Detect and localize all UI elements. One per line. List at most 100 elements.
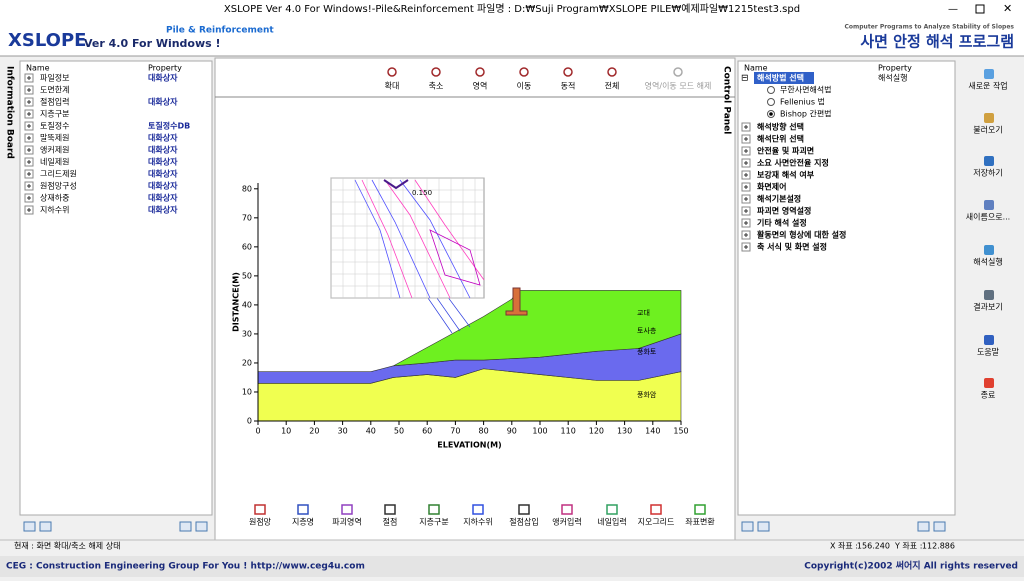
tree-expander[interactable]: ⊟: [741, 74, 749, 84]
tool-label[interactable]: 절점삽입: [509, 517, 538, 527]
tool-icon[interactable]: [650, 504, 662, 515]
side-icon[interactable]: [984, 378, 994, 388]
tool-icon[interactable]: [431, 67, 441, 77]
tree-name[interactable]: 토질정수: [40, 121, 69, 131]
panel-button[interactable]: [757, 521, 770, 532]
panel-button[interactable]: [741, 521, 754, 532]
tree-name[interactable]: 그리드제원: [40, 170, 77, 179]
radio-label[interactable]: 무한사면해석법: [780, 85, 832, 95]
panel-button[interactable]: [917, 521, 930, 532]
tree-property[interactable]: 대화상자: [148, 181, 178, 191]
tree-property[interactable]: 토질정수DB: [148, 121, 190, 131]
tree-name[interactable]: 기타 해석 설정: [757, 218, 807, 228]
tool-label[interactable]: 원점망: [249, 517, 272, 527]
panel-button[interactable]: [39, 521, 52, 532]
tool-icon[interactable]: [475, 67, 485, 77]
tool-icon[interactable]: [297, 504, 309, 515]
tool-icon[interactable]: [472, 504, 484, 515]
tool-label[interactable]: 영역/이동 모드 해제: [645, 81, 712, 91]
tool-label[interactable]: 네일입력: [597, 517, 626, 527]
tree-property[interactable]: 대화상자: [148, 145, 178, 155]
radio-label[interactable]: Fellenius 법: [780, 97, 825, 107]
tool-label[interactable]: 동적: [561, 81, 576, 91]
side-icon[interactable]: [984, 335, 994, 345]
panel-button[interactable]: [933, 521, 946, 532]
tool-label[interactable]: 지오그리드: [638, 518, 675, 527]
tool-label[interactable]: 지하수위: [463, 517, 492, 527]
tree-name[interactable]: 해석방법 선택: [757, 73, 804, 83]
tool-icon[interactable]: [254, 504, 266, 515]
panel-button[interactable]: [179, 521, 192, 532]
side-icon[interactable]: [984, 290, 994, 300]
tree-property[interactable]: 대화상자: [148, 169, 178, 179]
side-button[interactable]: 결과보기: [973, 302, 1002, 312]
side-icon[interactable]: [984, 245, 994, 255]
tool-icon[interactable]: [387, 67, 397, 77]
tool-label[interactable]: 지층구분: [419, 518, 448, 527]
tree-name[interactable]: 안전율 및 파괴면: [757, 146, 814, 156]
tool-label[interactable]: 영역: [473, 81, 488, 91]
tool-label[interactable]: 좌표변환: [685, 517, 715, 527]
side-icon[interactable]: [984, 200, 994, 210]
side-icon[interactable]: [984, 156, 994, 166]
tree-name[interactable]: 네일제원: [40, 158, 69, 167]
tree-name[interactable]: 화면제어: [757, 182, 786, 192]
side-icon[interactable]: [984, 113, 994, 123]
tree-name[interactable]: 지층구분: [40, 110, 69, 119]
side-button[interactable]: 종료: [981, 391, 996, 400]
tool-label[interactable]: 전체: [605, 81, 620, 91]
tree-name[interactable]: 앵커제원: [40, 145, 69, 155]
tree-name[interactable]: 상재하중: [40, 193, 69, 203]
tree-name[interactable]: 지하수위: [40, 205, 69, 215]
tool-label[interactable]: 이동: [517, 81, 532, 91]
tool-icon[interactable]: [563, 67, 573, 77]
side-icon[interactable]: [984, 69, 994, 79]
tree-property[interactable]: 대화상자: [148, 73, 178, 83]
tool-icon[interactable]: [428, 504, 440, 515]
side-button[interactable]: 도움말: [977, 348, 1000, 357]
side-button[interactable]: 해석실행: [973, 257, 1002, 267]
tool-icon[interactable]: [694, 504, 706, 515]
tree-name[interactable]: 해석기본설정: [757, 194, 801, 204]
panel-button[interactable]: [195, 521, 208, 532]
tree-name[interactable]: 축 서식 및 화면 설정: [757, 242, 827, 252]
tool-icon[interactable]: [561, 504, 573, 515]
tool-icon[interactable]: [384, 504, 396, 515]
tree-name[interactable]: 파괴면 영역설정: [757, 206, 811, 216]
tool-icon[interactable]: [518, 504, 530, 515]
tool-label[interactable]: 축소: [429, 82, 444, 91]
tool-label[interactable]: 앵커입력: [552, 517, 581, 527]
tree-name[interactable]: 파일정보: [40, 73, 69, 83]
tree-property[interactable]: 해석실행: [878, 73, 907, 83]
radio[interactable]: [767, 86, 775, 94]
tree-name[interactable]: 말뚝제원: [40, 134, 69, 143]
side-button[interactable]: 새이름으로...: [966, 212, 1010, 222]
tree-name[interactable]: 절점입력: [40, 97, 69, 107]
tree-property[interactable]: 대화상자: [148, 193, 178, 203]
tool-label[interactable]: 파괴영역: [332, 517, 361, 527]
tool-icon[interactable]: [519, 67, 529, 77]
tool-label[interactable]: 절점: [383, 517, 398, 527]
tree-name[interactable]: 소요 사면안전율 지정: [757, 158, 829, 168]
tree-name[interactable]: 해석방향 선택: [757, 122, 804, 132]
tool-label[interactable]: 확대: [385, 81, 400, 91]
tool-icon[interactable]: [607, 67, 617, 77]
tool-icon[interactable]: [606, 504, 618, 515]
side-button[interactable]: 새로운 작업: [968, 81, 1007, 91]
radio[interactable]: [767, 98, 775, 106]
side-button[interactable]: 불러오기: [973, 125, 1002, 135]
tree-name[interactable]: 보강재 해석 여부: [757, 170, 815, 180]
tool-icon[interactable]: [673, 67, 683, 77]
tree-name[interactable]: 활동면의 형상에 대한 설정: [757, 230, 846, 240]
tool-label[interactable]: 지층명: [292, 517, 314, 527]
panel-button[interactable]: [23, 521, 36, 532]
tree-property[interactable]: 대화상자: [148, 97, 178, 107]
tree-property[interactable]: 대화상자: [148, 133, 178, 143]
close[interactable]: ✕: [1003, 2, 1012, 15]
minimize[interactable]: —: [948, 4, 958, 15]
tree-name[interactable]: 도면한계: [40, 85, 69, 95]
tree-property[interactable]: 대화상자: [148, 205, 178, 215]
tool-icon[interactable]: [341, 504, 353, 515]
tree-name[interactable]: 원점망구성: [40, 181, 77, 191]
tree-property[interactable]: 대화상자: [148, 157, 178, 167]
